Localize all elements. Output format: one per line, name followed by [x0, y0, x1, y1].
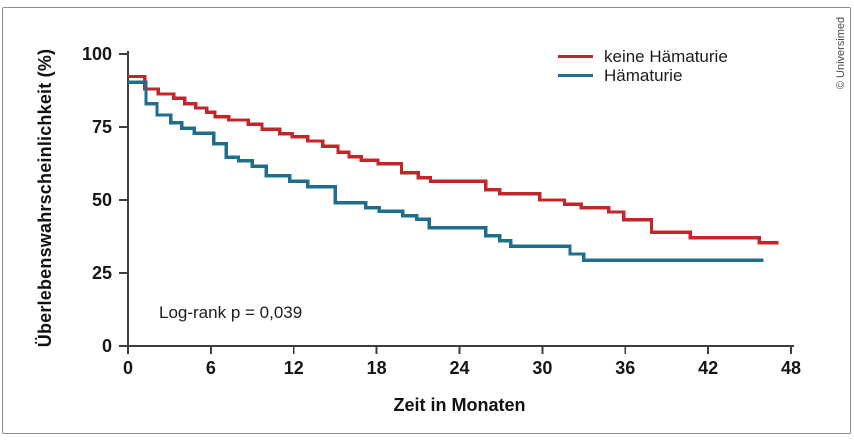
x-axis-title: Zeit in Monaten — [393, 395, 526, 415]
y-axis-title: Überlebenswahrscheinlichkeit (%) — [35, 48, 55, 348]
x-tick-label: 24 — [449, 358, 469, 378]
x-tick-label: 18 — [367, 358, 387, 378]
y-tick-label: 0 — [102, 336, 112, 356]
chart-frame: 0 6 12 18 24 30 36 42 48 0 25 50 75 100 Überlebenswah… — [2, 7, 851, 434]
y-tick-label: 50 — [92, 190, 112, 210]
y-tick-label: 100 — [82, 44, 112, 64]
legend-line-blue — [558, 73, 593, 78]
survival-curve-0 — [128, 74, 779, 245]
x-tick-label: 42 — [698, 358, 718, 378]
y-tick-label: 25 — [92, 263, 112, 283]
survival-curve-1 — [128, 80, 764, 262]
legend: keine Hämaturie Hämaturie — [558, 47, 728, 85]
logrank-annotation: Log-rank p = 0,039 — [159, 303, 303, 322]
y-tick-label: 75 — [92, 117, 112, 137]
x-tick-label: 30 — [532, 358, 552, 378]
legend-label: keine Hämaturie — [604, 46, 728, 66]
legend-item-keine-haematurie: keine Hämaturie — [558, 47, 728, 66]
x-tick-label: 36 — [615, 358, 635, 378]
x-tick-label: 0 — [123, 358, 133, 378]
x-tick-label: 12 — [284, 358, 304, 378]
x-tick-label: 6 — [206, 358, 216, 378]
x-tick-label: 48 — [781, 358, 801, 378]
copyright-note: © Universimed — [835, 16, 847, 90]
legend-item-haematurie: Hämaturie — [558, 66, 728, 85]
legend-label: Hämaturie — [604, 65, 683, 85]
legend-line-red — [558, 54, 593, 59]
